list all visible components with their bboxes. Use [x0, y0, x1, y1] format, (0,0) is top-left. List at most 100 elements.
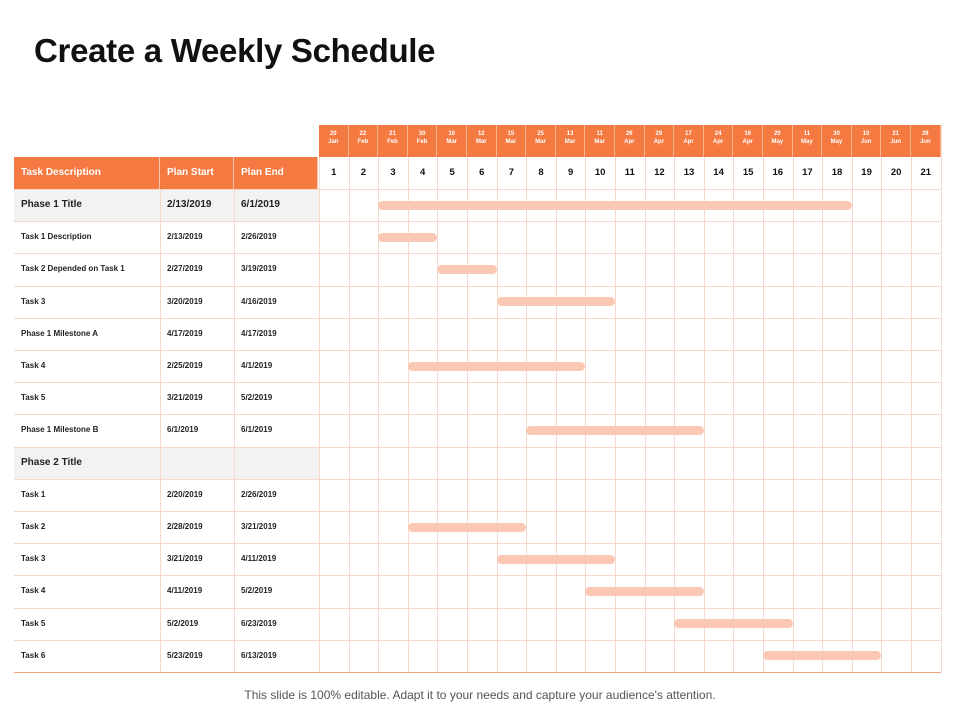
gantt-bar — [407, 522, 527, 532]
task-name: Task 3 — [21, 554, 46, 564]
week-number: 8 — [538, 167, 544, 178]
grid-hline — [14, 189, 941, 190]
grid-hline — [14, 317, 941, 319]
grid-vline — [792, 125, 794, 672]
phase-title: Phase 2 Title — [21, 456, 82, 468]
task-start-date: 6/1/2019 — [167, 425, 199, 435]
week-date-header: 17 Apr — [674, 125, 704, 157]
week-day: 11 — [596, 131, 603, 137]
gantt-bar — [378, 232, 438, 242]
task-start-date: 2/28/2019 — [167, 522, 203, 531]
week-date-header: 10 Mar — [437, 125, 467, 157]
week-day: 12 — [477, 131, 485, 137]
week-number: 18 — [831, 167, 843, 178]
week-month: Mar — [594, 139, 606, 145]
week-month: Mar — [564, 139, 576, 145]
task-name: Task 4 — [21, 361, 46, 370]
task-end-date — [234, 447, 318, 479]
grid-vline — [615, 125, 616, 672]
task-name: Task 1 Description — [21, 232, 92, 242]
week-date-header: 16 Apr — [733, 125, 763, 157]
task-name: Task 3 — [21, 296, 46, 306]
grid-vline — [911, 125, 912, 672]
week-month: Jun — [860, 139, 872, 145]
task-end-date: 4/11/2019 — [241, 554, 277, 564]
grid-hline — [14, 607, 941, 609]
week-number: 7 — [508, 167, 515, 178]
task-start-date — [160, 447, 234, 479]
week-number: 21 — [920, 167, 932, 178]
grid-hline — [14, 350, 941, 351]
gantt-bar — [674, 619, 793, 629]
grid-hline — [14, 382, 941, 384]
grid-vline — [437, 125, 439, 672]
column-header-end: Plan End — [234, 157, 318, 189]
grid-vline — [851, 125, 853, 672]
week-day: 25 — [537, 131, 544, 137]
week-day: 15 — [507, 131, 515, 137]
week-month: Jan — [328, 139, 339, 145]
gantt-bar — [378, 200, 852, 210]
task-end-date: 6/23/2019 — [241, 618, 277, 628]
grid-hline — [14, 478, 941, 480]
task-end-date: 3/21/2019 — [241, 522, 277, 531]
column-header-start: Plan Start — [160, 157, 234, 189]
task-end-date: 4/16/2019 — [241, 296, 277, 306]
week-date-header: 24 Apr — [703, 125, 734, 157]
week-date-header: 26 Apr — [615, 125, 645, 157]
week-month: Mar — [535, 139, 546, 145]
grid-hline — [14, 414, 941, 416]
week-number: 3 — [390, 167, 396, 178]
week-month: Mar — [446, 139, 458, 145]
task-start-date: 2/27/2019 — [167, 264, 203, 274]
week-date-header: 21 Feb — [378, 125, 408, 157]
week-day: 24 — [714, 131, 722, 137]
gantt-bar — [496, 554, 615, 564]
week-month: Apr — [683, 139, 694, 145]
week-number: 11 — [624, 167, 635, 178]
gantt-bar — [763, 651, 882, 661]
task-start-date: 3/21/2019 — [167, 554, 203, 564]
week-number: 13 — [683, 167, 695, 178]
week-number: 2 — [360, 167, 367, 178]
task-name: Task 2 — [21, 522, 46, 531]
week-day: 13 — [566, 131, 574, 137]
task-start-date: 2/13/2019 — [167, 232, 203, 242]
task-start-date: 3/20/2019 — [167, 296, 203, 306]
grid-hline — [14, 446, 941, 448]
grid-hline — [14, 285, 941, 287]
week-day: 10 — [862, 131, 870, 137]
week-month: Jun — [919, 139, 931, 145]
task-end-date: 6/13/2019 — [241, 650, 277, 660]
week-date-header: 28 Jun — [911, 125, 941, 157]
grid-vline — [881, 125, 883, 672]
week-day: 21 — [892, 131, 900, 137]
grid-vline — [585, 125, 587, 672]
week-number: 12 — [654, 167, 665, 178]
grid-vline — [703, 125, 705, 672]
grid-vline — [407, 125, 409, 672]
grid-vline — [644, 125, 646, 672]
task-end-date: 6/1/2019 — [241, 425, 273, 435]
week-month: Mar — [475, 139, 487, 145]
grid-hline — [14, 543, 941, 545]
week-date-header: 29 Apr — [644, 125, 675, 157]
gantt-bar — [585, 586, 704, 596]
week-date-header: 20 Jan — [319, 125, 349, 157]
week-month: Feb — [387, 139, 398, 145]
grid-vline — [526, 125, 528, 672]
gantt-bar — [437, 264, 497, 274]
week-number: 16 — [772, 167, 784, 178]
week-date-header: 15 Mar — [496, 125, 527, 157]
week-month: Mar — [505, 139, 517, 145]
week-month: Apr — [653, 139, 665, 145]
week-date-header: 10 Jun — [851, 125, 882, 157]
week-date-header: 21 Jun — [881, 125, 911, 157]
table-bottom-line — [14, 672, 941, 673]
task-start-date: 4/11/2019 — [167, 586, 203, 596]
grid-vline — [763, 125, 764, 672]
task-name: Task 5 — [21, 618, 46, 628]
week-date-header: 25 Mar — [526, 125, 556, 157]
task-end-date: 2/26/2019 — [241, 489, 277, 499]
week-day: 22 — [359, 131, 367, 137]
